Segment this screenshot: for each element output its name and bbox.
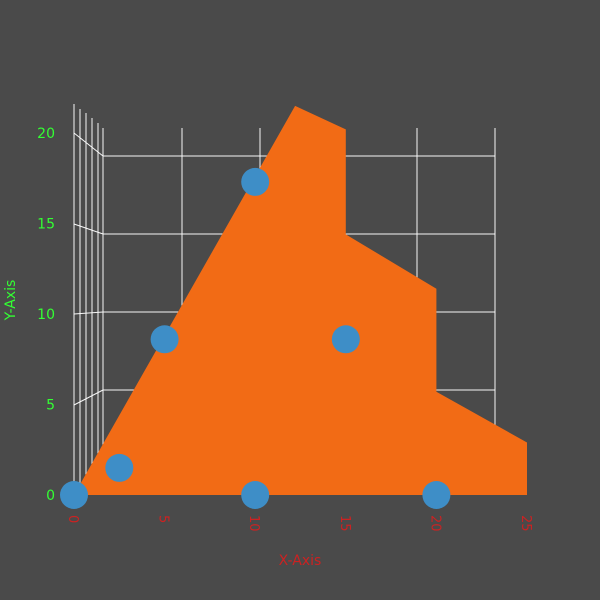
data-point-0: [60, 481, 88, 509]
x-tick-label-1: 5: [156, 515, 171, 523]
y-tick-label-2: 10: [37, 307, 55, 323]
area-series: [74, 105, 527, 496]
x-tick-labels: 0 5 10 15 20 25: [65, 515, 533, 532]
x-tick-label-3: 15: [337, 515, 352, 532]
y-tick-labels: 0 5 10 15 20: [37, 126, 55, 504]
data-point-5: [331, 325, 360, 354]
x-tick-label-2: 10: [246, 515, 261, 532]
data-point-3: [241, 167, 270, 196]
data-point-1: [105, 453, 134, 482]
data-point-4: [241, 481, 270, 509]
y-axis-label: Y-Axis: [3, 280, 19, 322]
point-series: [60, 167, 451, 509]
y-tick-label-1: 5: [46, 398, 55, 414]
x-tick-label-4: 20: [427, 515, 442, 532]
data-point-2: [150, 325, 179, 354]
y-tick-label-0: 0: [46, 488, 55, 504]
y-tick-label-4: 20: [37, 126, 55, 142]
x-tick-label-0: 0: [65, 515, 80, 523]
x-tick-label-5: 25: [518, 515, 533, 532]
y-tick-label-3: 15: [37, 217, 55, 233]
data-point-6: [422, 481, 451, 509]
x-axis-label: X-Axis: [279, 553, 322, 569]
area-fill: [74, 105, 527, 496]
